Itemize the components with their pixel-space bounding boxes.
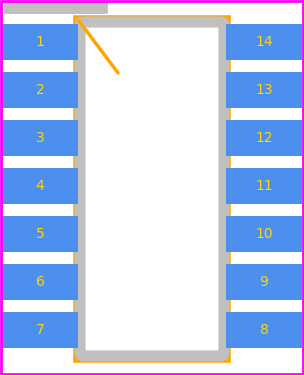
Text: 11: 11: [255, 178, 273, 192]
Text: 2: 2: [36, 82, 44, 96]
Text: 10: 10: [255, 226, 273, 240]
Bar: [226, 120, 302, 156]
Bar: [226, 168, 302, 204]
Bar: [226, 72, 302, 108]
FancyBboxPatch shape: [4, 1, 108, 14]
Text: 4: 4: [36, 178, 44, 192]
Bar: [2, 24, 78, 60]
Text: 5: 5: [36, 226, 44, 240]
Text: 8: 8: [260, 322, 268, 336]
Bar: [226, 24, 302, 60]
Text: 13: 13: [255, 82, 273, 96]
Bar: [2, 216, 78, 252]
Bar: [2, 264, 78, 300]
Text: 7: 7: [36, 322, 44, 336]
Bar: [226, 264, 302, 300]
Bar: [2, 72, 78, 108]
Bar: [2, 120, 78, 156]
Text: 12: 12: [255, 130, 273, 144]
FancyBboxPatch shape: [80, 22, 224, 356]
Bar: [226, 312, 302, 348]
Text: 3: 3: [36, 130, 44, 144]
Bar: [2, 312, 78, 348]
Text: 1: 1: [36, 34, 44, 48]
Text: 9: 9: [260, 274, 268, 288]
Bar: [226, 216, 302, 252]
Bar: [2, 168, 78, 204]
Bar: [76, 18, 228, 360]
Text: 6: 6: [36, 274, 44, 288]
Text: 14: 14: [255, 34, 273, 48]
